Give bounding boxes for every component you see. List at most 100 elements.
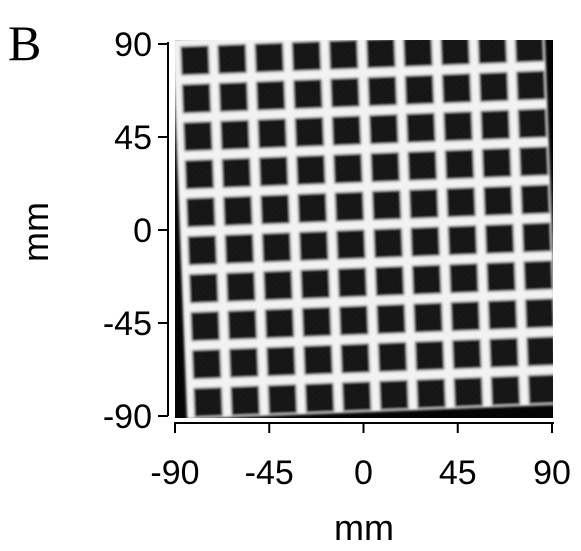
- grid-cell: [339, 305, 369, 336]
- grid-cell: [340, 343, 370, 374]
- grid-cell: [330, 77, 360, 108]
- grid-cell: [342, 381, 372, 412]
- grid-cell: [449, 263, 479, 294]
- panel-letter: B: [8, 15, 41, 71]
- grid-cell: [191, 349, 222, 380]
- x-axis-title: mm: [334, 507, 394, 548]
- grid-cell: [480, 109, 510, 140]
- grid-cell: [227, 309, 257, 340]
- grid-cell: [519, 146, 549, 177]
- grid-cell: [226, 271, 256, 302]
- grid-cell: [482, 147, 512, 178]
- grid-cell: [514, 40, 545, 63]
- grid-cell: [525, 298, 553, 329]
- x-tick-label: -90: [150, 454, 199, 492]
- grid-cell: [218, 81, 249, 112]
- grid-cell: [336, 229, 366, 260]
- grid-cell: [490, 375, 521, 406]
- grid-cell: [376, 303, 406, 335]
- grid-cell: [527, 374, 553, 405]
- grid-cell: [304, 382, 335, 413]
- grid-cell: [224, 233, 255, 264]
- grid-cell: [404, 74, 435, 105]
- grid-cell: [223, 195, 253, 226]
- grid-cell: [296, 154, 326, 186]
- grid-cell: [334, 191, 365, 222]
- grid-cell: [366, 40, 396, 69]
- grid-cell: [187, 235, 217, 266]
- grid-cell: [230, 385, 260, 416]
- grid-cell: [190, 311, 220, 342]
- grid-cell: [410, 226, 440, 257]
- grid-cell: [489, 337, 519, 368]
- grid-cell: [452, 339, 482, 370]
- y-tick-label: 0: [133, 212, 152, 250]
- grid-cell: [415, 340, 445, 371]
- grid-cell: [406, 112, 436, 143]
- grid-cell: [302, 306, 332, 337]
- grid-cell: [409, 188, 439, 219]
- x-tick-label: 0: [354, 454, 373, 492]
- grid-cell: [441, 73, 472, 104]
- grid-cell: [263, 270, 293, 301]
- grid-cell: [450, 301, 481, 332]
- grid-cell: [407, 150, 438, 181]
- y-tick-label: -45: [103, 305, 152, 343]
- grid-cell: [484, 223, 515, 254]
- grid-cell: [294, 116, 325, 148]
- grid-cell: [522, 222, 552, 253]
- grid-cell: [256, 80, 286, 111]
- y-axis-title: mm: [15, 202, 56, 262]
- grid-cell: [221, 157, 252, 188]
- x-tick-label: 90: [533, 454, 571, 492]
- grid-cell: [520, 184, 550, 215]
- x-axis: -90 -45 0 45 90: [150, 422, 571, 492]
- grid-cell: [297, 192, 327, 223]
- grid-cell: [487, 299, 518, 330]
- grid-cell: [181, 83, 212, 114]
- grid-cell: [523, 260, 553, 291]
- grid-cell: [254, 42, 284, 73]
- grid-cell: [189, 273, 219, 304]
- grid-cell: [293, 79, 323, 110]
- grid-cell: [264, 308, 295, 339]
- y-tick-label: 45: [114, 119, 152, 157]
- grid-cell: [333, 153, 363, 184]
- grid-cell: [229, 347, 259, 378]
- grid-cell: [416, 378, 446, 409]
- grid-cell: [483, 185, 513, 216]
- grid-cell: [373, 228, 403, 259]
- grid-cell: [184, 159, 214, 190]
- grid-cell: [379, 379, 409, 411]
- x-tick-label: 45: [439, 454, 477, 492]
- grid-cell: [260, 194, 290, 225]
- grid-cell: [403, 40, 433, 67]
- x-tick-label: -45: [245, 454, 294, 492]
- y-tick-label: -90: [103, 398, 152, 436]
- grid-cell: [193, 387, 223, 418]
- grid-cell: [367, 76, 397, 107]
- grid-cell: [412, 264, 442, 295]
- grid-cell: [220, 119, 250, 150]
- grid-cell: [486, 261, 516, 292]
- grid-cell: [377, 341, 408, 373]
- grid-cell: [266, 346, 296, 377]
- grid-cell: [329, 40, 359, 70]
- grid-cell: [516, 70, 546, 101]
- grid-phantom: [175, 40, 553, 418]
- grid-cell: [303, 344, 333, 375]
- grid-cell: [331, 115, 362, 146]
- grid-cell: [259, 156, 289, 187]
- grid-cell: [372, 190, 402, 221]
- grid-cell: [300, 268, 330, 299]
- grid-cell: [479, 71, 509, 102]
- grid-cell: [183, 121, 213, 152]
- grid-cell: [370, 152, 400, 183]
- grid-cell: [257, 118, 287, 149]
- grid-cell: [299, 230, 329, 261]
- grid-cell: [447, 225, 478, 256]
- grid-cell: [291, 41, 322, 72]
- grid-cell: [477, 40, 507, 64]
- grid-cell: [217, 43, 247, 74]
